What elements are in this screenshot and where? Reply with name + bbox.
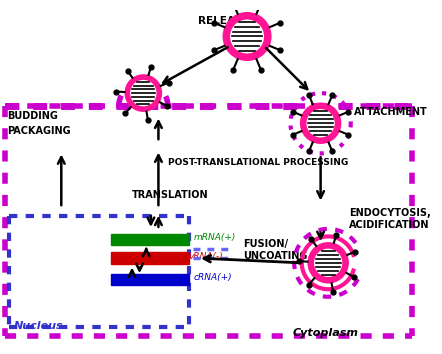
Circle shape — [222, 12, 271, 61]
Bar — [111, 252, 189, 264]
Text: ATTACHMENT: ATTACHMENT — [354, 107, 427, 117]
Text: Cytoplasm: Cytoplasm — [292, 327, 358, 338]
Text: mRNA(+): mRNA(+) — [193, 233, 236, 242]
Text: ACIDIFICATION: ACIDIFICATION — [349, 220, 429, 230]
Text: RELEASE: RELEASE — [198, 16, 249, 27]
Text: POST-TRANSLATIONAL PROCESSING: POST-TRANSLATIONAL PROCESSING — [168, 158, 348, 167]
Text: BUDDING: BUDDING — [8, 111, 58, 121]
Circle shape — [314, 249, 342, 277]
Text: Nucleus: Nucleus — [14, 321, 64, 331]
Circle shape — [130, 80, 156, 106]
Circle shape — [230, 19, 264, 53]
Text: vRNA(-): vRNA(-) — [189, 252, 223, 261]
Text: UNCOATING: UNCOATING — [243, 251, 308, 261]
Bar — [111, 274, 189, 285]
Text: TRANSLATION: TRANSLATION — [132, 190, 209, 200]
Text: PACKAGING: PACKAGING — [8, 126, 71, 136]
Text: FUSION/: FUSION/ — [243, 239, 288, 249]
Circle shape — [306, 109, 335, 137]
Bar — [111, 234, 189, 245]
Circle shape — [307, 242, 349, 284]
Circle shape — [300, 103, 341, 144]
Text: ENDOCYTOSIS,: ENDOCYTOSIS, — [349, 208, 431, 218]
Text: cRNA(+): cRNA(+) — [193, 273, 232, 282]
Circle shape — [125, 74, 162, 112]
